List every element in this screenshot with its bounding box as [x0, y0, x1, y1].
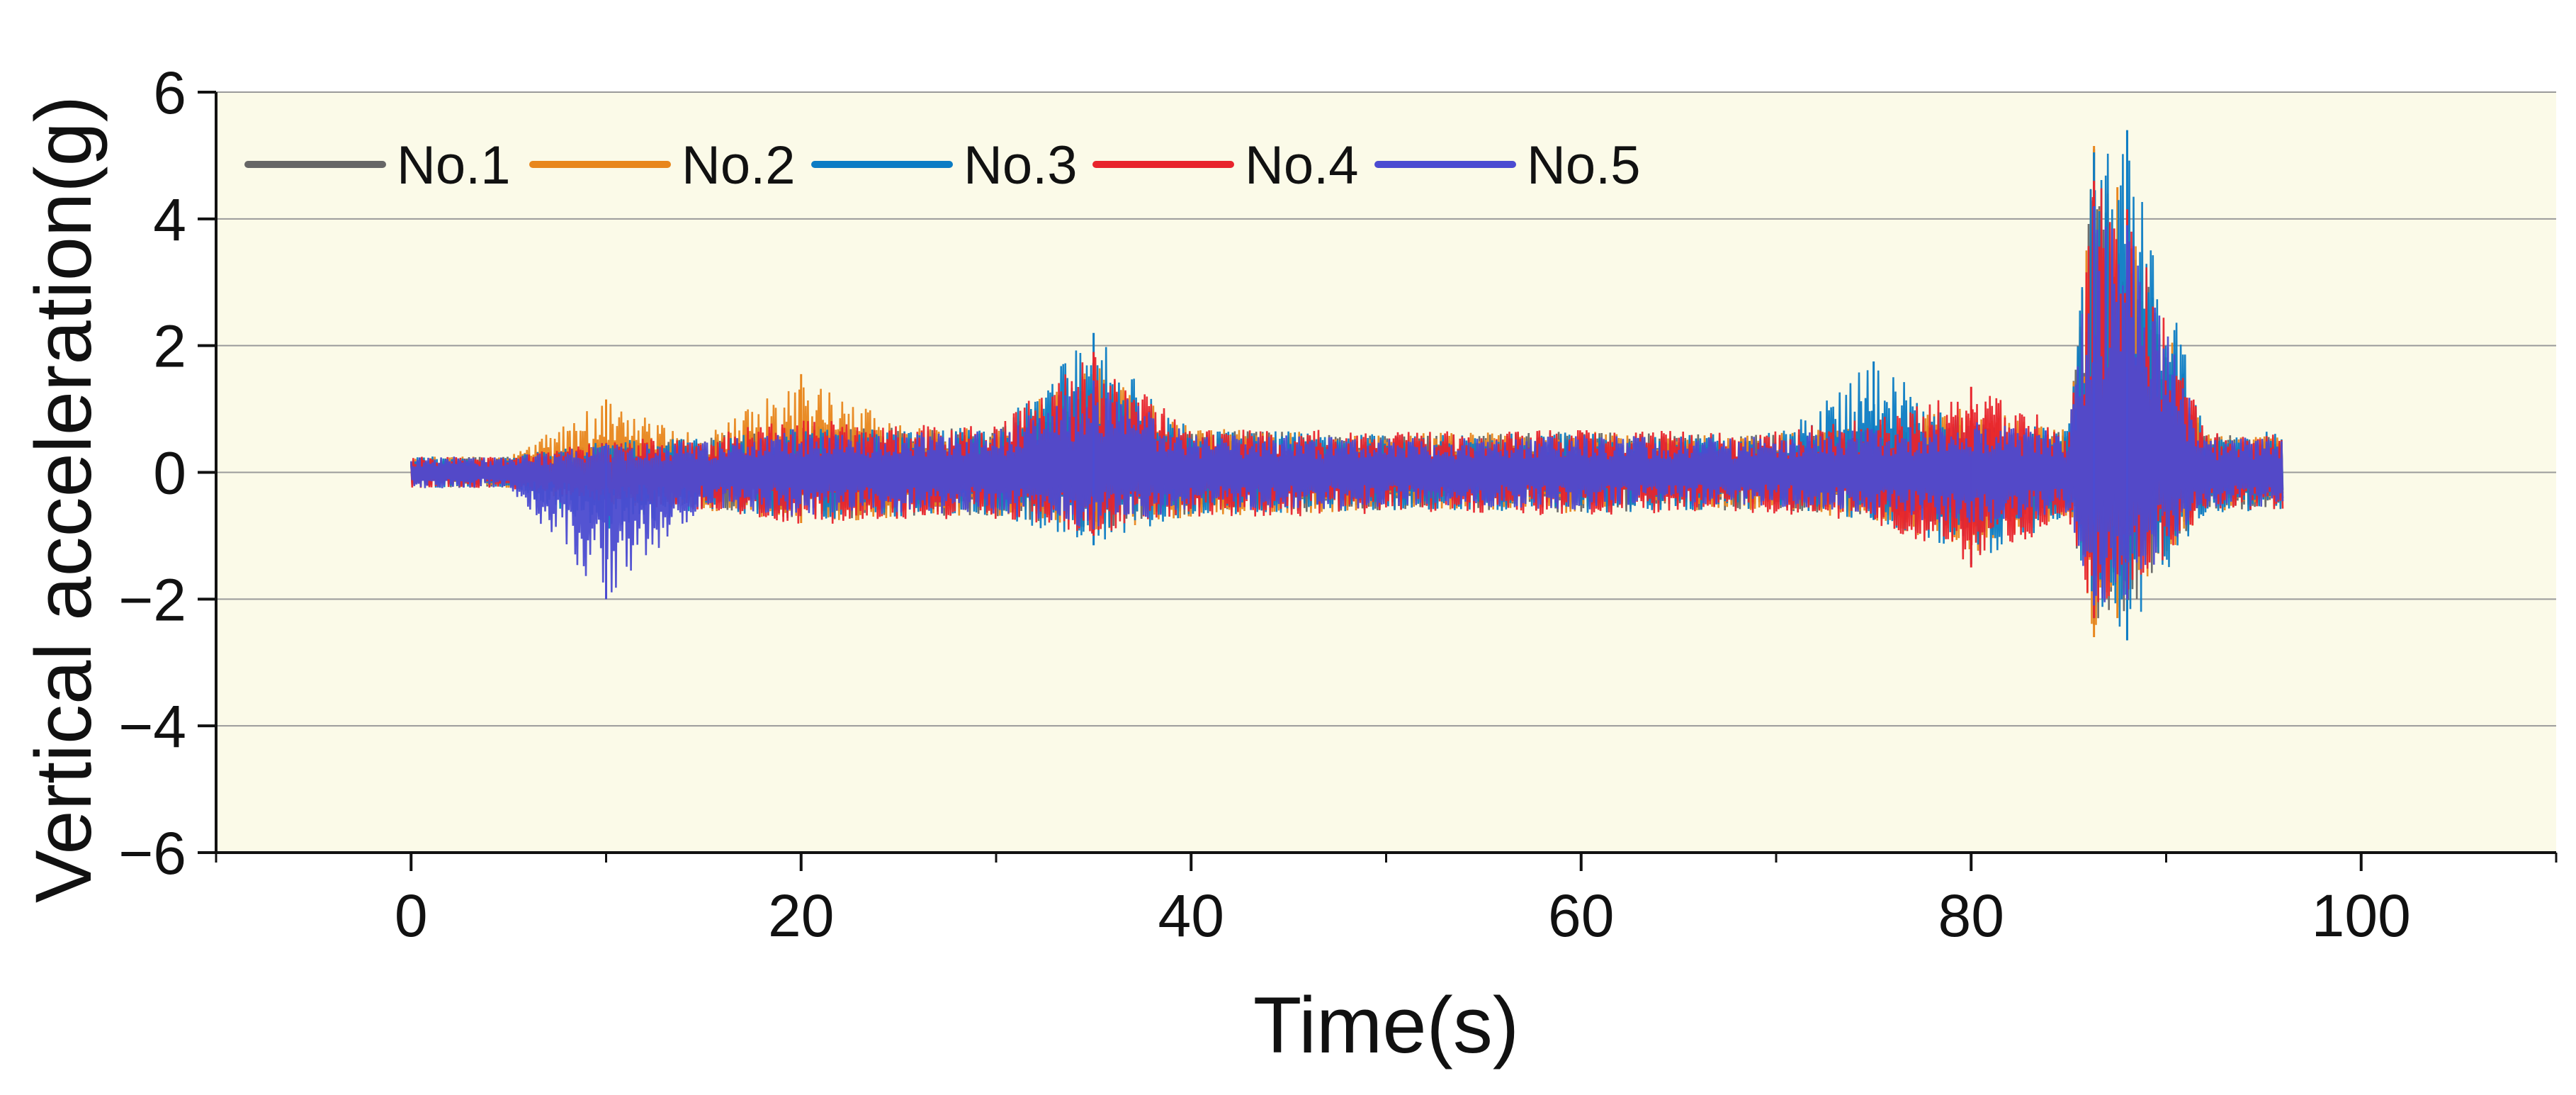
x-tick-label-2: 40: [1158, 882, 1224, 949]
series-layer: [410, 130, 2284, 641]
x-tick-label-3: 60: [1548, 882, 1614, 949]
y-axis-title: Vertical acceleration(g): [19, 96, 108, 903]
y-tick-label-6: 6: [153, 60, 186, 126]
x-axis-title: Time(s): [1253, 981, 1519, 1069]
x-tick-label-5: 100: [2312, 882, 2411, 949]
legend-label-2: No.2: [682, 135, 796, 196]
y-tick-label-5: 4: [153, 186, 186, 253]
x-tick-label-0: 0: [395, 882, 428, 949]
legend-label-4: No.4: [1245, 135, 1359, 196]
y-tick-label-4: 2: [153, 313, 186, 380]
legend-label-5: No.5: [1527, 135, 1641, 196]
legend-label-1: No.1: [397, 135, 511, 196]
y-tick-label-2: −2: [118, 566, 186, 633]
x-tick-label-4: 80: [1938, 882, 2004, 949]
y-tick-label-3: 0: [153, 440, 186, 507]
y-tick-label-1: −4: [118, 693, 186, 760]
legend-label-3: No.3: [964, 135, 1078, 196]
x-tick-label-1: 20: [768, 882, 834, 949]
series-line-5: [410, 226, 2284, 602]
legend: No.1 No.2 No.3 No.4 No.5: [244, 135, 1641, 196]
ticks: 0 20 40 60 80 100 −6 −4 −2 0 2 4 6: [118, 60, 2558, 949]
y-tick-label-0: −6: [118, 820, 186, 887]
